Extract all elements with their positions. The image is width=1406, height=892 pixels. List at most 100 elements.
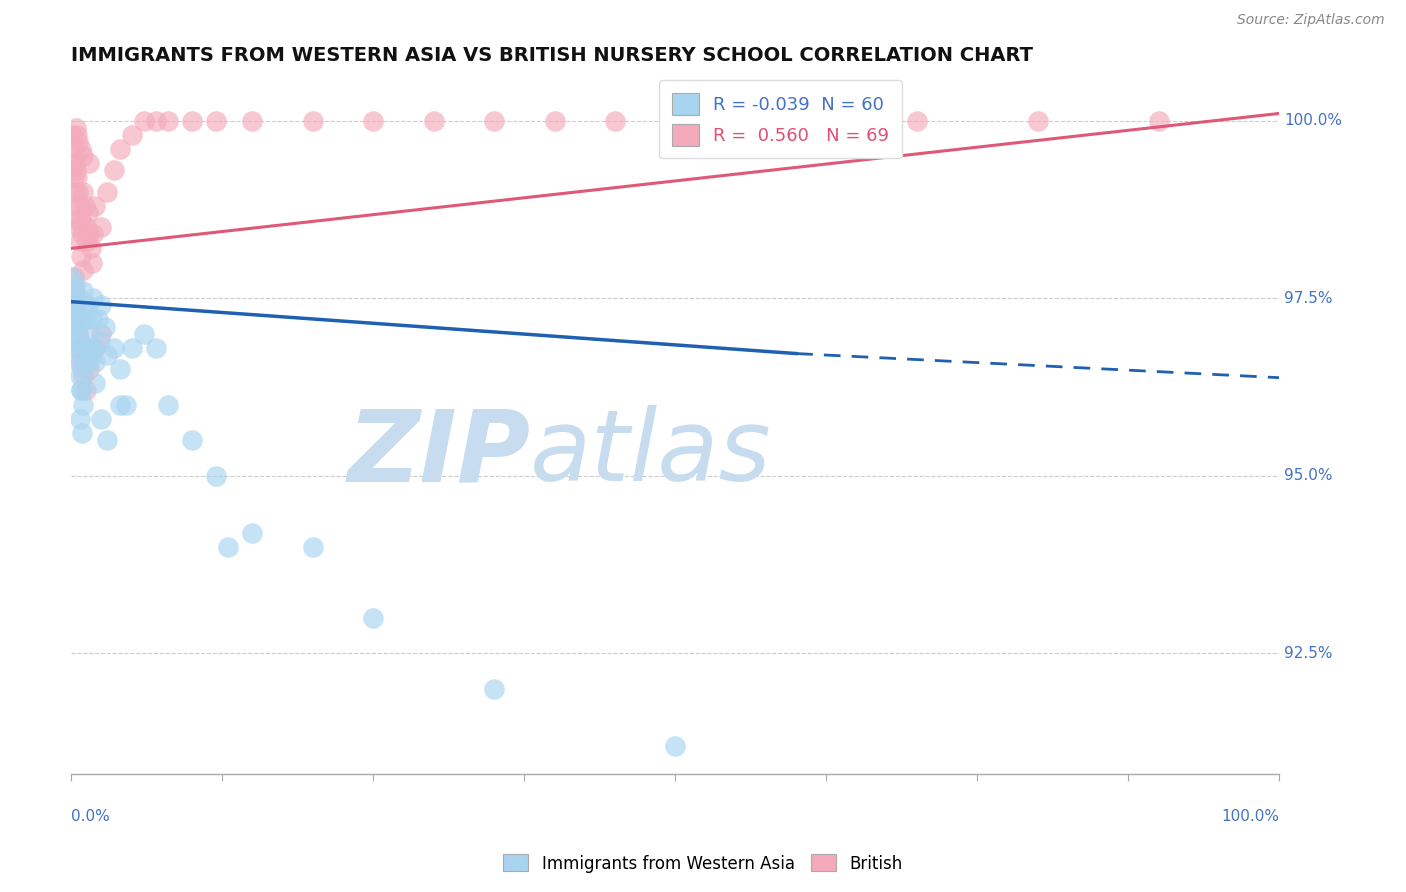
- Point: [73, 199, 96, 213]
- Point: [67, 135, 90, 149]
- Text: 95.0%: 95.0%: [1284, 468, 1333, 483]
- Point: [79, 241, 101, 255]
- Point: [69, 199, 91, 213]
- Point: [302, 540, 325, 554]
- Point: [79, 326, 101, 341]
- Point: [422, 113, 444, 128]
- Point: [67, 220, 90, 235]
- Point: [67, 185, 90, 199]
- Point: [62, 312, 84, 326]
- Point: [145, 113, 167, 128]
- Point: [65, 163, 87, 178]
- Point: [69, 412, 91, 426]
- Point: [96, 348, 118, 362]
- Point: [72, 369, 94, 384]
- Point: [70, 248, 93, 262]
- Point: [79, 362, 101, 376]
- Point: [845, 113, 868, 128]
- Text: 100.0%: 100.0%: [1284, 113, 1343, 128]
- Point: [94, 319, 117, 334]
- Point: [89, 334, 111, 348]
- Point: [121, 128, 143, 142]
- Point: [79, 156, 101, 170]
- Point: [79, 355, 101, 369]
- Point: [76, 235, 98, 249]
- Point: [75, 312, 97, 326]
- Point: [65, 199, 87, 213]
- Point: [80, 312, 103, 326]
- Point: [67, 326, 90, 341]
- Point: [63, 277, 86, 291]
- Point: [76, 341, 98, 355]
- Point: [785, 113, 807, 128]
- Point: [79, 348, 101, 362]
- Point: [132, 113, 155, 128]
- Point: [72, 284, 94, 298]
- Point: [62, 128, 84, 142]
- Point: [905, 113, 928, 128]
- Point: [63, 185, 86, 199]
- Point: [96, 434, 118, 448]
- Point: [181, 434, 204, 448]
- Point: [70, 426, 93, 441]
- Point: [84, 355, 107, 369]
- Point: [90, 326, 112, 341]
- Text: 92.5%: 92.5%: [1284, 646, 1333, 661]
- Point: [65, 291, 87, 305]
- Point: [72, 149, 94, 163]
- Point: [205, 113, 228, 128]
- Point: [90, 298, 112, 312]
- Point: [62, 156, 84, 170]
- Point: [72, 312, 94, 326]
- Point: [83, 341, 105, 355]
- Point: [156, 398, 179, 412]
- Point: [72, 262, 94, 277]
- Text: atlas: atlas: [530, 405, 772, 502]
- Point: [70, 362, 93, 376]
- Point: [90, 220, 112, 235]
- Point: [62, 269, 84, 284]
- Point: [103, 163, 125, 178]
- Point: [69, 341, 91, 355]
- Point: [82, 291, 104, 305]
- Text: 100.0%: 100.0%: [1222, 809, 1279, 824]
- Point: [73, 298, 96, 312]
- Point: [108, 142, 131, 156]
- Point: [70, 213, 93, 227]
- Point: [1147, 113, 1170, 128]
- Point: [84, 376, 107, 391]
- Point: [103, 341, 125, 355]
- Point: [65, 120, 87, 135]
- Point: [63, 284, 86, 298]
- Point: [70, 355, 93, 369]
- Point: [77, 206, 100, 220]
- Point: [66, 170, 89, 185]
- Point: [66, 128, 89, 142]
- Point: [84, 199, 107, 213]
- Point: [72, 398, 94, 412]
- Point: [62, 284, 84, 298]
- Point: [70, 142, 93, 156]
- Point: [69, 334, 91, 348]
- Point: [62, 170, 84, 185]
- Point: [87, 312, 110, 326]
- Point: [543, 113, 565, 128]
- Point: [205, 468, 228, 483]
- Point: [482, 113, 505, 128]
- Point: [62, 142, 84, 156]
- Point: [1026, 113, 1049, 128]
- Point: [132, 326, 155, 341]
- Point: [482, 681, 505, 696]
- Point: [63, 156, 86, 170]
- Point: [70, 384, 93, 398]
- Point: [75, 341, 97, 355]
- Point: [80, 255, 103, 269]
- Point: [121, 341, 143, 355]
- Point: [63, 334, 86, 348]
- Point: [66, 341, 89, 355]
- Legend: R = -0.039  N = 60, R =  0.560   N = 69: R = -0.039 N = 60, R = 0.560 N = 69: [659, 80, 901, 158]
- Point: [63, 305, 86, 319]
- Point: [62, 298, 84, 312]
- Point: [603, 113, 626, 128]
- Point: [242, 525, 264, 540]
